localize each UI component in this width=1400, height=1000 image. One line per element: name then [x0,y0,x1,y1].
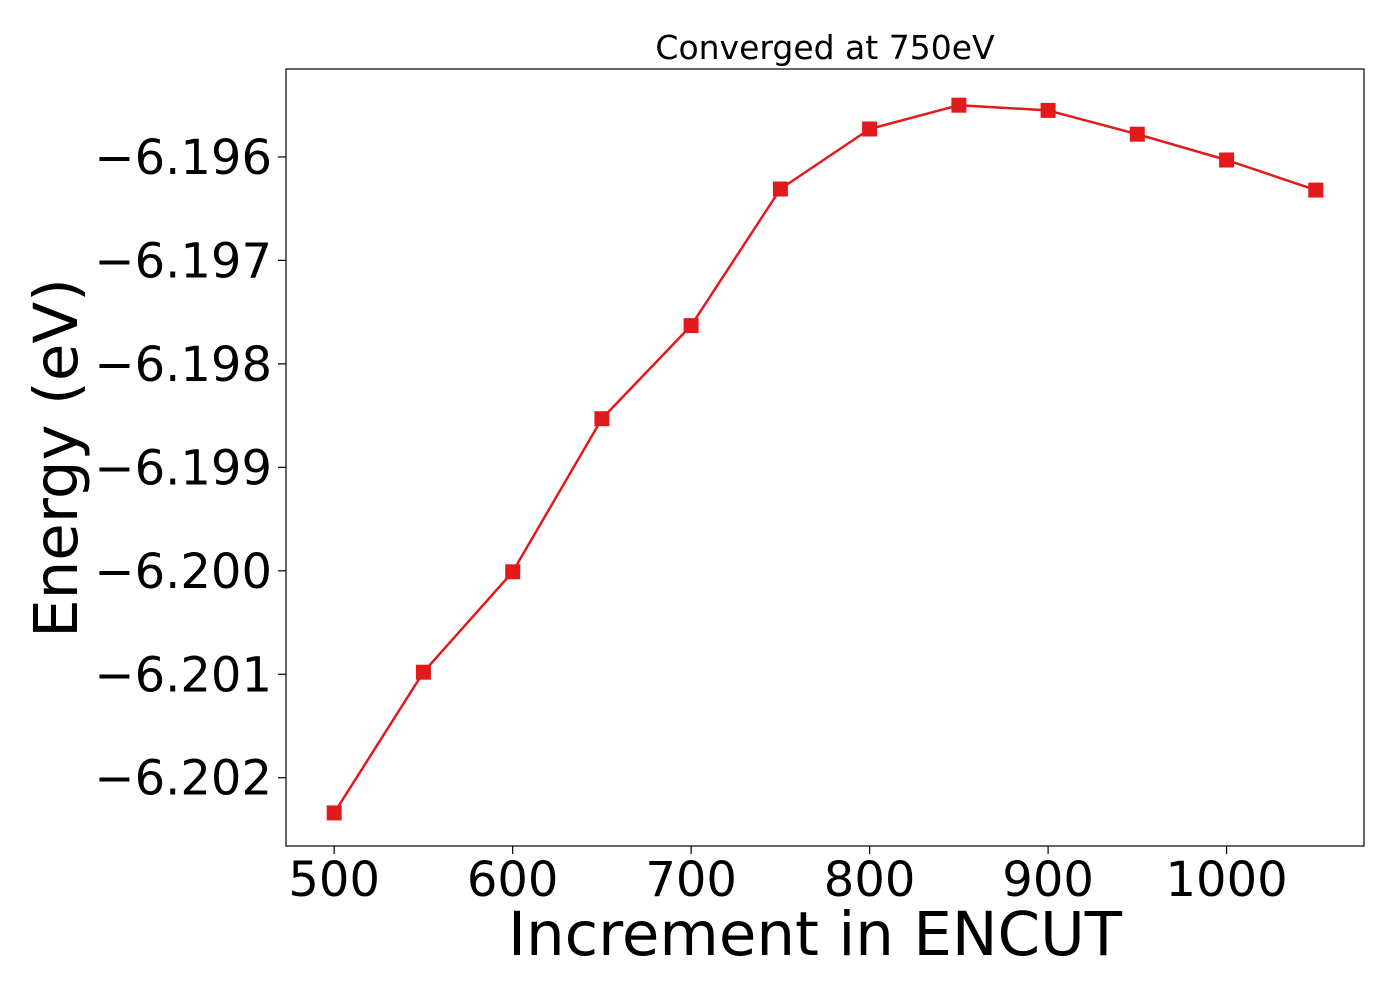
data-point-marker [1219,152,1235,168]
x-tick-label: 600 [467,852,559,908]
plot-area-frame [285,68,1365,847]
y-axis-ticks: −6.202 −6.201 −6.200 −6.199 −6.198 −6.197 −6.1… [94,130,286,807]
y-axis-label: Energy (eV) [21,278,92,638]
y-tick-label: −6.197 [94,233,272,289]
y-tick-label: −6.196 [94,130,272,186]
data-point-marker [1129,126,1145,142]
data-point-marker [415,664,431,680]
x-tick-label: 1000 [1165,852,1287,908]
y-tick-label: −6.201 [94,647,272,703]
data-point-marker [772,181,788,197]
data-point-marker [683,318,699,334]
x-tick-label: 900 [1002,852,1094,908]
series-line [333,103,1317,814]
data-point-marker [594,411,610,427]
chart-title: Converged at 750eV [655,28,995,67]
energy-series [326,97,1324,821]
data-point-marker [1040,102,1056,118]
y-tick-label: −6.202 [94,751,272,807]
data-point-marker [1308,182,1324,198]
data-point-marker [951,97,967,113]
y-tick-label: −6.198 [94,337,272,393]
data-point-marker [326,805,342,821]
data-point-marker [505,564,521,580]
x-axis-label: Increment in ENCUT [508,899,1123,970]
x-tick-label: 800 [824,852,916,908]
x-tick-label: 500 [288,852,380,908]
y-tick-label: −6.199 [94,440,272,496]
y-tick-label: −6.200 [94,544,272,600]
x-axis-ticks: 500 600 700 800 900 1000 [288,846,1288,908]
x-tick-label: 700 [645,852,737,908]
data-point-marker [862,121,878,137]
